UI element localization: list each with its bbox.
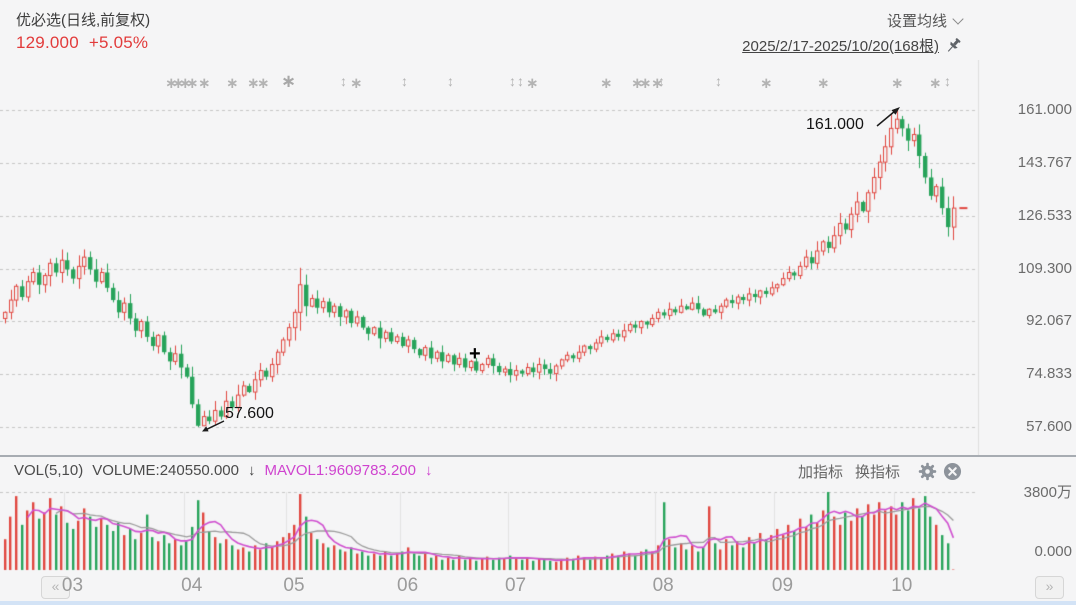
vol-indicator-label[interactable]: VOL(5,10) — [14, 462, 84, 479]
price-axis-label: 143.767 — [1017, 153, 1072, 171]
volume-axis-max-label: 3800万 — [1023, 484, 1072, 501]
x-axis-row: « » 03 04 05 06 07 08 09 10 — [0, 574, 1076, 600]
indicator-actions: 加指标 换指标 — [798, 461, 962, 482]
panel-separator — [0, 455, 1076, 457]
mavol-down-arrow-icon: ↓ — [424, 462, 433, 479]
price-axis-label: 92.067 — [1026, 312, 1072, 330]
price-axis-label: 161.000 — [1017, 101, 1072, 118]
add-indicator-button[interactable]: 加指标 — [797, 464, 843, 481]
price-axis-label: 126.533 — [1017, 206, 1072, 224]
mavol-value-label: MAVOL1:9609783.200 — [264, 462, 416, 479]
high-annotation-arrow-icon — [876, 107, 900, 127]
ma-settings-label: 设置均线 — [886, 13, 947, 30]
x-axis-month-label: 08 — [652, 575, 674, 596]
price-line: 129.000 +5.05% — [16, 33, 158, 53]
price-axis-label: 109.300 — [1017, 259, 1072, 277]
volume-axis-zero-label: 0.000 — [1034, 543, 1072, 560]
page-title: 优必选(日线,前复权) — [16, 12, 151, 29]
horizontal-scrollbar[interactable] — [0, 601, 1076, 605]
x-axis-month-label: 04 — [181, 575, 203, 596]
low-annotation: 57.600 — [225, 405, 274, 422]
date-range-row: 2025/2/17-2025/10/20(168根) — [742, 35, 962, 56]
x-axis-month-label: 10 — [891, 575, 913, 596]
volume-down-arrow-icon: ↓ — [247, 462, 256, 479]
close-icon[interactable] — [943, 462, 962, 481]
chevron-down-icon — [952, 13, 964, 25]
volume-value-label: VOLUME:240550.000 — [92, 462, 239, 479]
x-axis-month-label: 07 — [504, 575, 527, 596]
x-axis-month-label: 03 — [61, 575, 84, 596]
x-axis-month-label: 06 — [397, 575, 419, 596]
last-price: 129.000 — [16, 33, 79, 52]
scroll-right-button[interactable]: » — [1035, 576, 1064, 599]
ma-settings-button[interactable]: 设置均线 — [886, 10, 964, 31]
price-axis-label: 74.833 — [1026, 365, 1072, 383]
change-indicator-button[interactable]: 换指标 — [854, 464, 900, 481]
pin-icon[interactable] — [945, 37, 962, 54]
x-axis-month-label: 05 — [283, 575, 305, 596]
cross-marker: + — [469, 343, 481, 365]
high-annotation: 161.000 — [806, 116, 864, 133]
gear-icon[interactable] — [918, 462, 937, 481]
volume-indicator-header: VOL(5,10) VOLUME:240550.000 ↓ MAVOL1:960… — [14, 462, 441, 479]
change-percent: +5.05% — [88, 33, 149, 52]
price-axis-label: 57.600 — [1026, 418, 1072, 435]
date-range-link[interactable]: 2025/2/17-2025/10/20(168根) — [742, 38, 939, 55]
scroll-left-button[interactable]: « — [41, 576, 70, 599]
x-axis-month-label: 09 — [771, 575, 794, 596]
volume-chart-canvas[interactable] — [0, 486, 980, 574]
low-annotation-arrow-icon — [202, 420, 225, 432]
candlestick-chart-canvas[interactable] — [0, 60, 980, 458]
